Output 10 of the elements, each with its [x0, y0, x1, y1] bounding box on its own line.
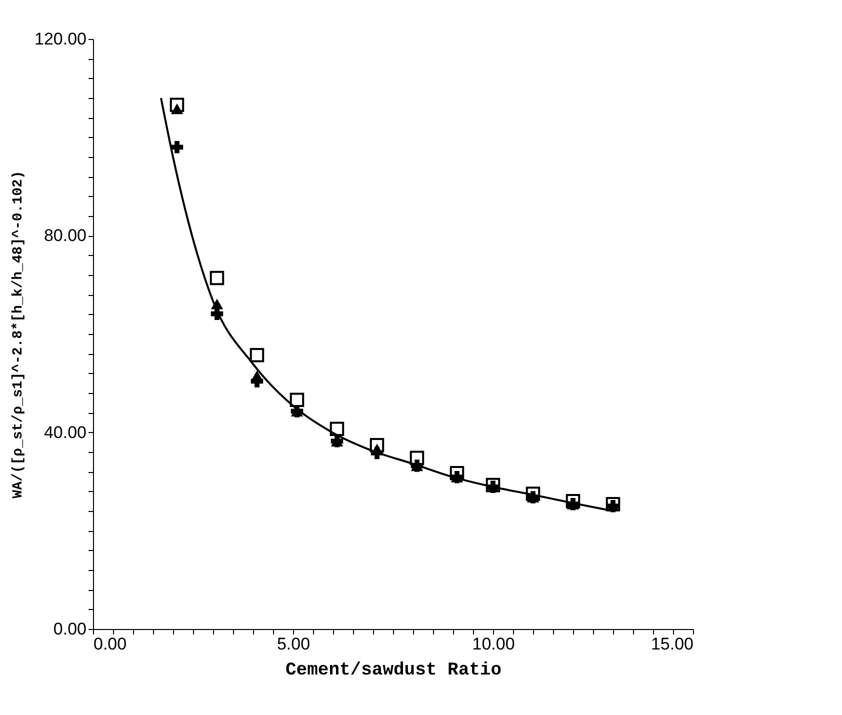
y-tick-label: 0.00 [53, 620, 86, 638]
y-tick-label: 80.00 [44, 226, 86, 246]
y-tick-label: 40.00 [44, 422, 86, 442]
x-tick-label: 5.00 [276, 634, 310, 654]
x-tick-label: 15.00 [650, 634, 694, 654]
x-tick-label: 0.00 [94, 634, 127, 654]
y-axis-title: WA/([ρ_st/ρ_s1]^-2.8*[h_k/h_48]^-0.102) [10, 170, 27, 498]
x-axis-title: Cement/sawdust Ratio [285, 660, 502, 680]
y-tick-label: 120.00 [34, 30, 86, 48]
x-tick-label: 10.00 [472, 634, 515, 654]
